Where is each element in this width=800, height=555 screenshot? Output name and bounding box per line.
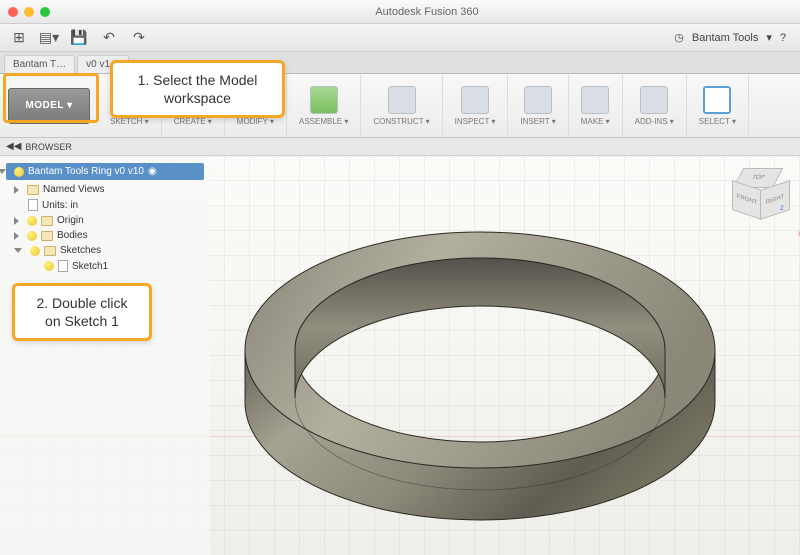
visibility-icon[interactable] <box>30 246 40 256</box>
tree-node-named-views[interactable]: Named Views <box>0 182 210 197</box>
visibility-icon[interactable] <box>27 216 37 226</box>
tree-node-bodies[interactable]: Bodies <box>0 228 210 243</box>
expand-icon[interactable] <box>14 217 19 225</box>
node-label: Sketch1 <box>72 261 108 272</box>
close-icon[interactable] <box>8 7 18 17</box>
account-name[interactable]: Bantam Tools <box>692 32 758 44</box>
activate-icon[interactable]: ◉ <box>148 166 157 177</box>
ribbon-label: MAKE ▾ <box>581 117 610 126</box>
account-chevron-icon[interactable]: ▾ <box>766 31 772 44</box>
minimize-icon[interactable] <box>24 7 34 17</box>
grid-menu-icon[interactable]: ⊞ <box>6 27 32 49</box>
node-label: Named Views <box>43 184 105 195</box>
ribbon-label: INSERT ▾ <box>520 117 555 126</box>
ribbon-icon <box>310 86 338 114</box>
browser-panel: Bantam Tools Ring v0 v10 ◉ Named Views U… <box>0 157 210 555</box>
tree-node-units[interactable]: Units: in <box>0 197 210 213</box>
visibility-icon[interactable] <box>14 167 24 177</box>
callout-1: 1. Select the Model workspace <box>110 60 285 118</box>
ribbon-icon <box>388 86 416 114</box>
visibility-icon[interactable] <box>44 261 54 271</box>
sketch-icon <box>58 260 68 272</box>
browser-collapse-icon[interactable]: ◀◀ <box>6 141 21 152</box>
ribbon-icon <box>524 86 552 114</box>
node-label: Origin <box>57 215 84 226</box>
node-label: Units: in <box>42 200 78 211</box>
viewcube[interactable]: TOP FRONT RIGHT <box>730 165 786 221</box>
save-icon[interactable]: 💾 <box>66 27 92 49</box>
folder-icon <box>44 246 56 256</box>
app-title: Autodesk Fusion 360 <box>62 6 792 18</box>
callout-2: 2. Double click on Sketch 1 <box>12 283 152 341</box>
file-menu-icon[interactable]: ▤▾ <box>36 27 62 49</box>
ribbon-icon <box>581 86 609 114</box>
ribbon-group-select[interactable]: SELECT ▾ <box>687 74 749 137</box>
window-controls[interactable] <box>8 7 50 17</box>
tree-node-origin[interactable]: Origin <box>0 213 210 228</box>
folder-icon <box>41 231 53 241</box>
root-label: Bantam Tools Ring v0 v10 <box>28 166 144 177</box>
ribbon-group-insert[interactable]: INSERT ▾ <box>508 74 568 137</box>
expand-icon[interactable] <box>0 169 6 174</box>
ribbon-group-assemble[interactable]: ASSEMBLE ▾ <box>287 74 361 137</box>
folder-icon <box>27 185 39 195</box>
doc-icon <box>28 199 38 211</box>
undo-icon[interactable]: ↶ <box>96 27 122 49</box>
folder-icon <box>41 216 53 226</box>
expand-icon[interactable] <box>14 232 19 240</box>
mac-titlebar: Autodesk Fusion 360 <box>0 0 800 24</box>
node-label: Bodies <box>57 230 88 241</box>
tree-node-sketches[interactable]: Sketches <box>0 243 210 258</box>
tree-node-sketch1[interactable]: Sketch1 <box>0 258 210 274</box>
help-icon[interactable]: ? <box>780 32 786 44</box>
axis-z-label: z <box>780 203 784 212</box>
ribbon-label: ASSEMBLE ▾ <box>299 117 348 126</box>
quick-access-toolbar: ⊞ ▤▾ 💾 ↶ ↷ ◷ Bantam Tools ▾ ? <box>0 24 800 52</box>
doc-tab-1[interactable]: Bantam T… <box>4 55 75 73</box>
callout-highlight-box <box>3 73 99 123</box>
ribbon-label: INSPECT ▾ <box>455 117 496 126</box>
zoom-icon[interactable] <box>40 7 50 17</box>
ribbon-group-make[interactable]: MAKE ▾ <box>569 74 623 137</box>
redo-icon[interactable]: ↷ <box>126 27 152 49</box>
browser-header[interactable]: ◀◀ BROWSER <box>0 138 800 156</box>
expand-icon[interactable] <box>14 186 19 194</box>
ribbon-group-construct[interactable]: CONSTRUCT ▾ <box>361 74 442 137</box>
ribbon-icon <box>703 86 731 114</box>
ribbon-label: ADD-INS ▾ <box>635 117 674 126</box>
clock-icon[interactable]: ◷ <box>674 31 684 44</box>
ribbon-icon <box>640 86 668 114</box>
browser-title: BROWSER <box>25 142 72 152</box>
expand-icon[interactable] <box>14 248 22 253</box>
visibility-icon[interactable] <box>27 231 37 241</box>
ribbon-icon <box>461 86 489 114</box>
ribbon-group-addins[interactable]: ADD-INS ▾ <box>623 74 687 137</box>
main-area: Bantam Tools Ring v0 v10 ◉ Named Views U… <box>0 157 800 555</box>
ribbon-label: CONSTRUCT ▾ <box>373 117 429 126</box>
browser-root-component[interactable]: Bantam Tools Ring v0 v10 ◉ <box>6 163 204 180</box>
ribbon-label: SELECT ▾ <box>699 117 736 126</box>
ribbon-group-inspect[interactable]: INSPECT ▾ <box>443 74 509 137</box>
node-label: Sketches <box>60 245 101 256</box>
